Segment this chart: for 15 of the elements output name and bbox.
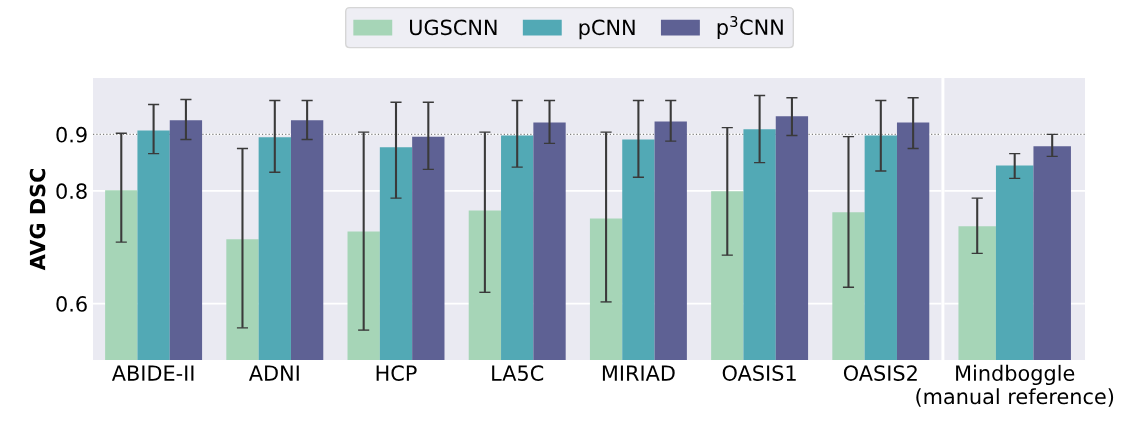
x-tick-label: LA5C [492, 365, 544, 381]
legend-label: UGSCNN [410, 19, 497, 36]
x-tick-label: MIRIAD [602, 365, 675, 381]
legend-label: p$^{3}$CNN [717, 15, 783, 40]
y-tick-label: 0.6 [56, 296, 87, 312]
y-axis-title: AVG DSC [29, 168, 46, 271]
x-tick-label: ABIDE-II [111, 365, 194, 381]
x-tick-label: Mindboggle (manual reference) [916, 364, 1114, 407]
x-tick-label: OASIS1 [722, 365, 796, 381]
x-tick-label: HCP [376, 365, 417, 381]
y-tick-label: 0.9 [56, 126, 87, 143]
y-tick-label: 0.8 [56, 183, 87, 200]
legend-label: pCNN [579, 19, 635, 40]
x-tick-label: OASIS2 [843, 365, 917, 381]
x-tick-label: ADNI [248, 365, 299, 381]
